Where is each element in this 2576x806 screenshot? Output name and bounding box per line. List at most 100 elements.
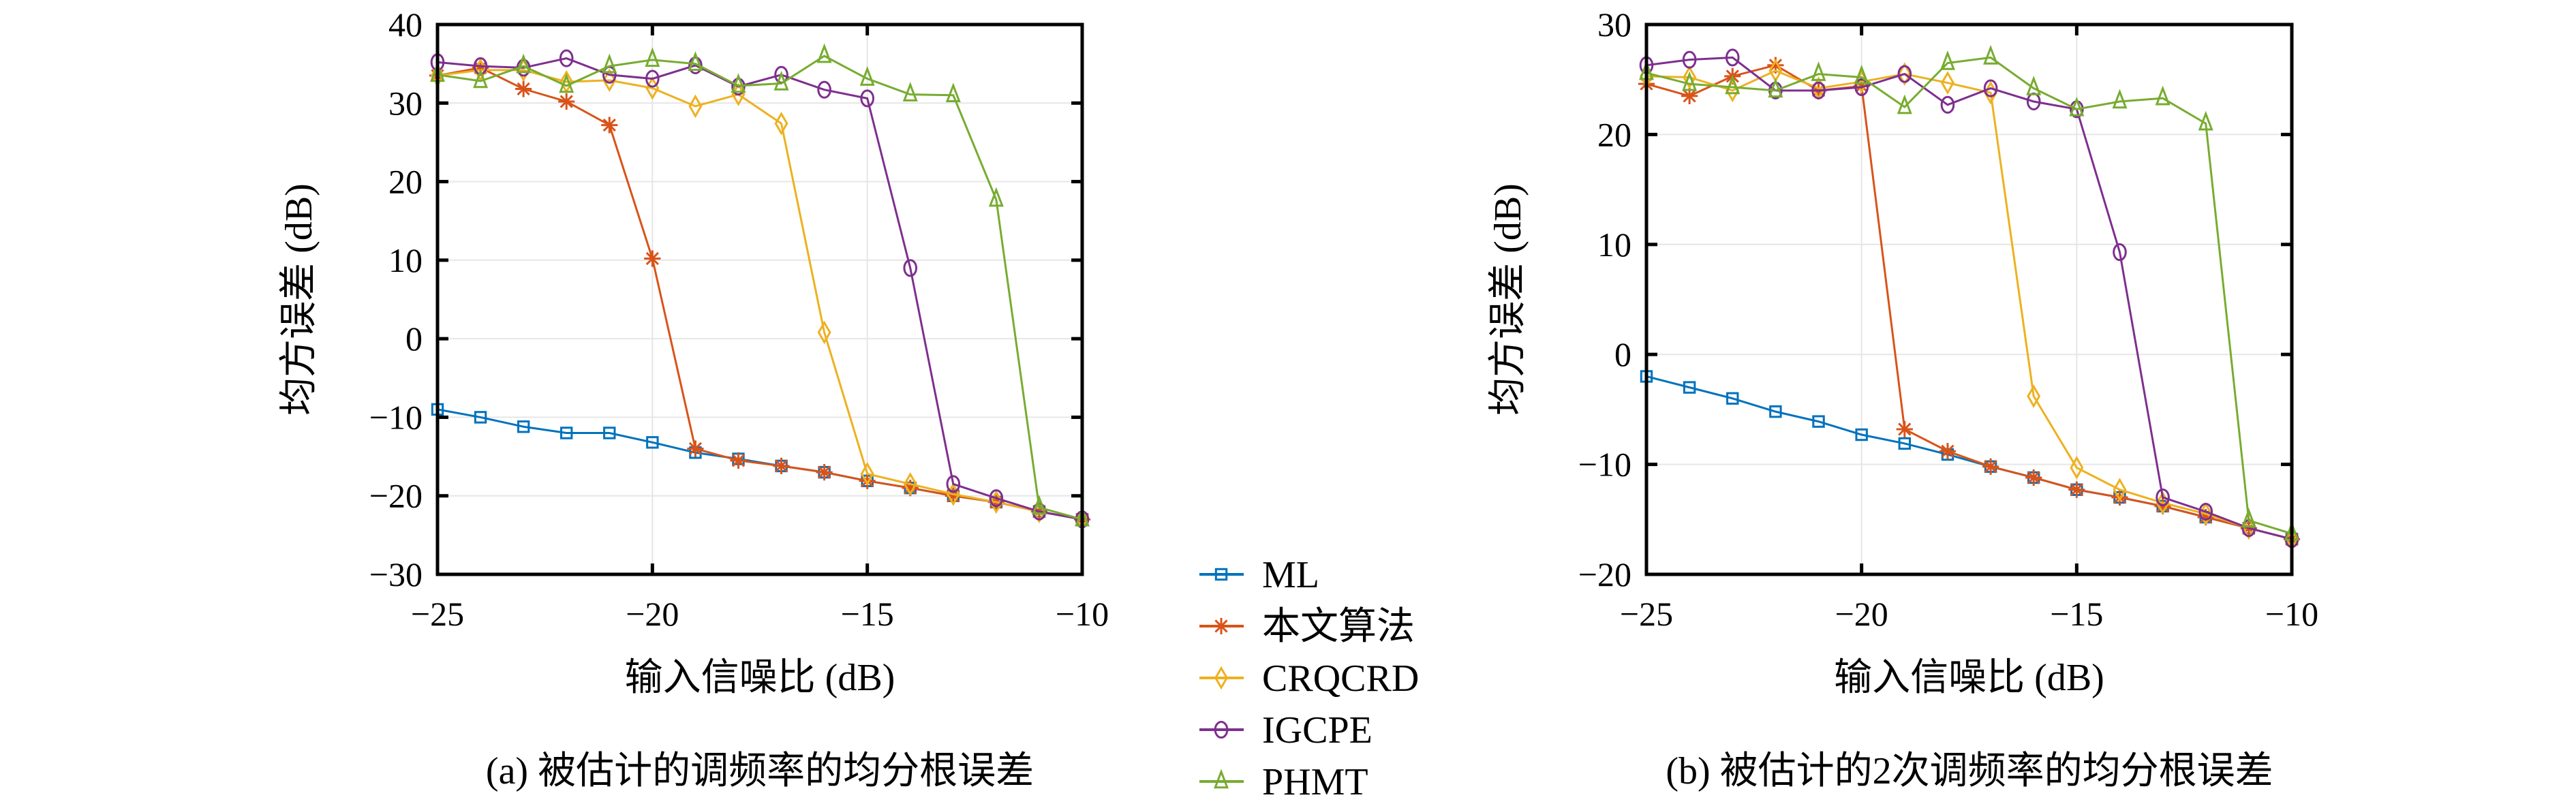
asterisk-stroke — [2070, 483, 2083, 497]
data-point — [2068, 481, 2085, 498]
data-point — [1682, 50, 1697, 69]
data-point — [2026, 76, 2042, 95]
figure-caption: (a) 被估计的调频率的均分根误差 — [486, 750, 1034, 792]
y-tick-label: −30 — [369, 555, 423, 593]
data-point — [1983, 44, 1999, 65]
data-point — [1855, 428, 1868, 441]
data-point — [817, 320, 831, 345]
data-point — [1812, 415, 1825, 428]
series-line — [1646, 56, 2293, 535]
x-tick-label: −15 — [841, 595, 894, 633]
data-point — [1683, 381, 1696, 394]
series-line — [1646, 56, 2293, 540]
x-axis-label: 输入信噪比 (dB) — [625, 657, 895, 699]
y-axis-label: 均方误差 (dB) — [278, 183, 320, 416]
series-PHMT — [430, 43, 1090, 527]
series-IGCPE — [1639, 48, 2299, 548]
asterisk-stroke — [1898, 422, 1912, 436]
data-point — [474, 411, 487, 424]
asterisk-stroke — [1683, 89, 1696, 103]
legend-label: ML — [1262, 554, 1319, 596]
legend-label: 本文算法 — [1262, 606, 1415, 648]
asterisk-stroke — [731, 454, 746, 467]
y-tick-label: 10 — [1597, 226, 1631, 264]
data-point — [773, 70, 789, 91]
asterisk-stroke — [817, 465, 831, 479]
data-point — [1031, 495, 1047, 515]
data-point — [945, 82, 961, 103]
series-IGCPE — [430, 49, 1090, 529]
legend-item: ML — [1199, 554, 1319, 596]
asterisk-stroke — [1214, 619, 1228, 633]
y-tick-label: −10 — [1578, 446, 1631, 484]
data-point — [2156, 488, 2170, 507]
series-line — [437, 57, 1083, 521]
data-point — [989, 489, 1004, 508]
data-point — [859, 66, 875, 86]
legend: ML 本文算法 CRQCRD IGCPE PHMT — [1199, 554, 1419, 803]
data-point — [517, 420, 530, 433]
series-line — [1646, 64, 2293, 540]
data-point — [645, 47, 660, 67]
data-point — [1896, 420, 1913, 438]
data-point — [1854, 78, 1869, 97]
data-point — [731, 73, 746, 93]
data-point — [516, 53, 532, 74]
series-ML — [1640, 370, 2299, 546]
series-line — [437, 408, 1083, 521]
asterisk-stroke — [688, 441, 703, 456]
legend-marker — [1214, 720, 1229, 739]
y-tick-label: −20 — [369, 477, 423, 515]
y-tick-label: 30 — [388, 84, 423, 122]
data-point — [473, 68, 489, 89]
y-tick-label: 30 — [1597, 5, 1631, 44]
x-tick-label: −10 — [2265, 595, 2318, 633]
legend-item: IGCPE — [1199, 709, 1373, 751]
data-point — [1897, 94, 1912, 114]
data-point — [2025, 469, 2042, 486]
series-CRQCRD — [431, 58, 1089, 531]
legend-marker — [1214, 568, 1228, 581]
data-point — [2113, 478, 2127, 502]
data-point — [2069, 96, 2085, 117]
data-point — [2198, 110, 2213, 131]
asterisk-stroke — [645, 251, 659, 266]
data-point — [2070, 456, 2084, 480]
data-point — [2112, 89, 2128, 109]
y-tick-label: 20 — [1597, 115, 1631, 153]
y-tick-label: −20 — [1578, 555, 1631, 593]
chart-panel-a: −25 −20 −15 −10 −30 −20 −10 0 10 20 30 40 输入信噪比 (dB)… — [278, 5, 1109, 792]
y-tick-label: 10 — [388, 241, 423, 279]
data-point — [688, 94, 703, 119]
data-point — [903, 259, 918, 277]
legend-item: PHMT — [1199, 761, 1368, 803]
data-point — [688, 51, 703, 71]
data-point — [817, 80, 831, 99]
series-line — [437, 66, 1083, 521]
data-point — [602, 53, 617, 74]
data-point — [1897, 65, 1912, 83]
y-tick-label: 0 — [1614, 335, 1631, 373]
asterisk-stroke — [2027, 471, 2040, 484]
asterisk-stroke — [517, 82, 530, 96]
data-point — [601, 117, 618, 134]
legend-marker — [1212, 617, 1230, 635]
data-point — [903, 472, 917, 496]
data-point — [1725, 48, 1740, 67]
asterisk-stroke — [1984, 460, 1997, 474]
data-point — [774, 111, 788, 136]
data-point — [1939, 443, 1957, 460]
y-tick-label: −10 — [369, 398, 423, 436]
legend-label: IGCPE — [1262, 709, 1373, 751]
data-point — [1897, 62, 1912, 86]
data-point — [2155, 85, 2171, 106]
y-tick-label: 0 — [405, 320, 423, 358]
series-ML — [431, 403, 1089, 526]
data-point — [1982, 458, 1999, 475]
asterisk-stroke — [559, 95, 573, 108]
axes-box — [435, 22, 1084, 576]
x-tick-label: −25 — [411, 595, 464, 633]
data-point — [1725, 74, 1741, 95]
